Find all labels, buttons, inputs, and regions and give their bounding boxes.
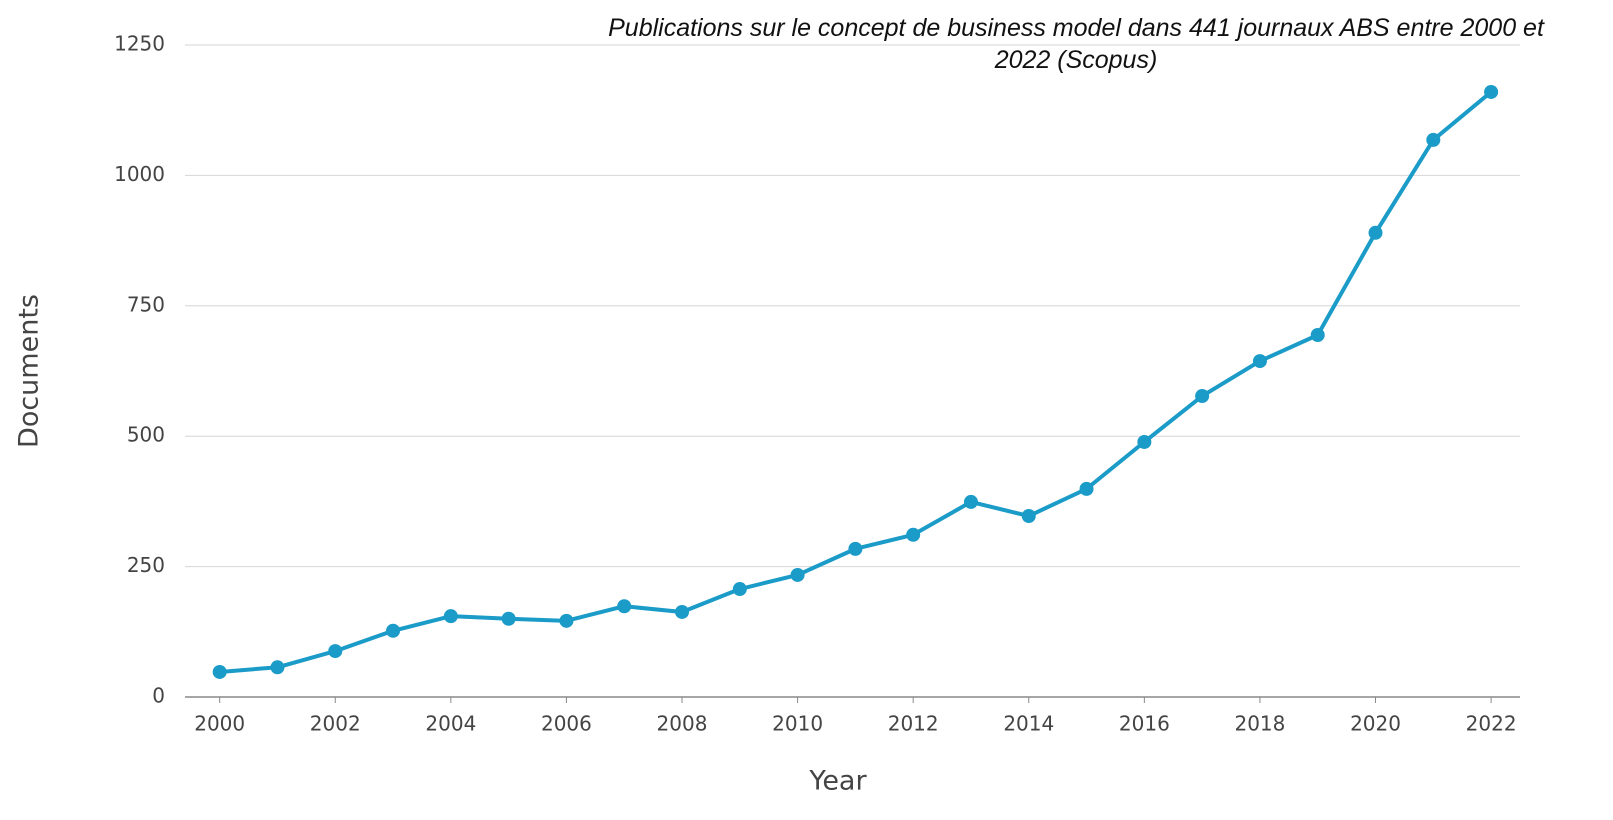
x-tick-label: 2020	[1350, 712, 1401, 736]
x-tick-label: 2004	[425, 712, 476, 736]
data-point	[1079, 481, 1094, 496]
x-tick-label: 2022	[1466, 712, 1517, 736]
x-tick-label: 2012	[888, 712, 939, 736]
series-line	[219, 90, 1493, 674]
y-tick-label: 750	[127, 292, 165, 316]
data-point	[1137, 434, 1152, 449]
data-point	[963, 494, 978, 509]
data-point	[212, 664, 227, 679]
data-point	[328, 644, 343, 659]
y-tick-label: 500	[127, 423, 165, 447]
data-point	[675, 604, 690, 619]
y-tick-label: 0	[152, 684, 165, 708]
data-point	[906, 527, 921, 542]
y-tick-label: 1250	[114, 32, 165, 56]
data-point	[1426, 132, 1441, 147]
y-axis-label: Documents	[14, 294, 45, 448]
x-tick-label: 2010	[772, 712, 823, 736]
x-tick-label: 2018	[1234, 712, 1285, 736]
data-point	[270, 660, 285, 675]
x-tick-label: 2008	[657, 712, 708, 736]
data-point	[1195, 389, 1210, 404]
data-point	[386, 623, 401, 638]
x-tick-label: 2000	[194, 712, 245, 736]
x-axis-label: Year	[808, 766, 867, 797]
data-point	[790, 567, 805, 582]
data-point	[1021, 509, 1036, 524]
data-point	[732, 582, 747, 597]
chart-title: Publications sur le concept de business …	[608, 14, 1544, 74]
x-tick-label: 2016	[1119, 712, 1170, 736]
data-point	[1484, 84, 1499, 99]
data-point	[443, 609, 458, 624]
x-tick-label: 2002	[310, 712, 361, 736]
data-point	[617, 599, 632, 614]
y-tick-label: 250	[127, 553, 165, 577]
data-point	[501, 611, 516, 626]
y-tick-label: 1000	[114, 162, 165, 186]
data-point	[1252, 354, 1267, 369]
x-tick-label: 2006	[541, 712, 592, 736]
data-point	[848, 541, 863, 556]
data-point	[1368, 225, 1383, 240]
data-point	[1310, 328, 1325, 343]
data-point	[559, 613, 574, 628]
x-tick-label: 2014	[1003, 712, 1054, 736]
